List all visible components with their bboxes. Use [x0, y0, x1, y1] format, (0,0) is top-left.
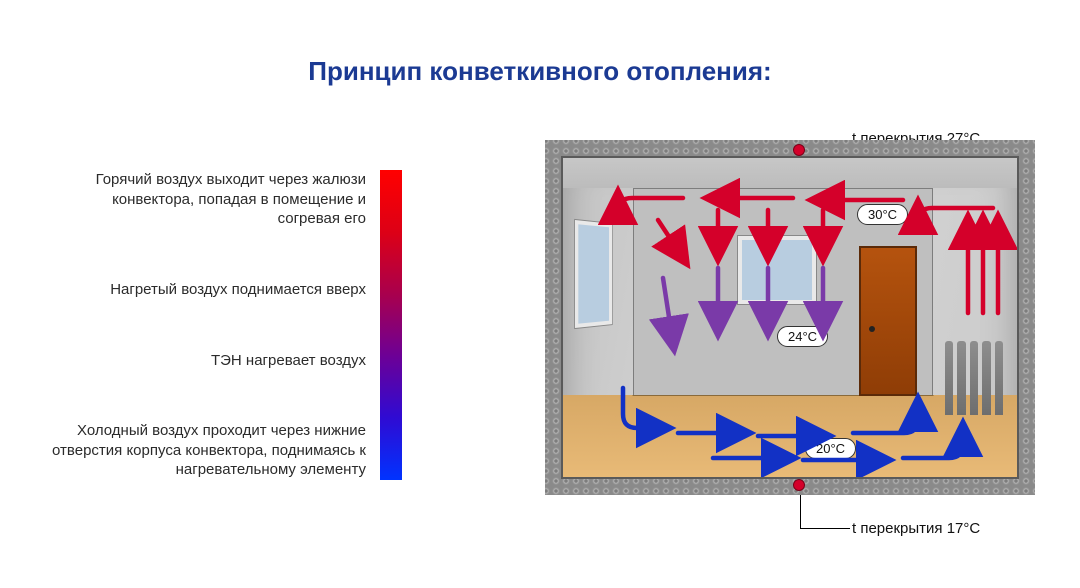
temp-badge-mid: 24°C — [777, 326, 828, 347]
callout-bottom: t перекрытия 17°C — [852, 520, 980, 537]
radiator-fin — [982, 341, 990, 415]
temp-badge-floor: 20°C — [805, 438, 856, 459]
legend-item-ten: ТЭН нагревает воздух — [50, 351, 366, 371]
sensor-dot-top — [793, 144, 805, 156]
door — [859, 246, 917, 396]
leader-line — [800, 528, 850, 529]
radiator-fin — [945, 341, 953, 415]
window-left — [575, 220, 612, 328]
ceiling — [563, 158, 1017, 188]
room-interior: 30°C 24°C 20°C — [563, 158, 1017, 477]
legend-panel: Горячий воздух выходит через жалюзи конв… — [50, 170, 450, 480]
temperature-gradient-bar — [380, 170, 402, 480]
legend-item-rising: Нагретый воздух поднимается вверх — [50, 280, 366, 300]
temp-badge-ceiling: 30°C — [857, 204, 908, 225]
legend-item-cold-intake: Холодный воздух проходит через нижние от… — [50, 421, 366, 480]
room-diagram: 30°C 24°C 20°C — [545, 140, 1035, 495]
radiator — [945, 341, 1003, 415]
radiator-fin — [970, 341, 978, 415]
legend-item-hot-exit: Горячий воздух выходит через жалюзи конв… — [50, 170, 366, 229]
radiator-fin — [957, 341, 965, 415]
door-knob-icon — [869, 326, 875, 332]
window-back — [738, 236, 816, 304]
sensor-dot-bottom — [793, 479, 805, 491]
page-title: Принцип конветкивного отопления: — [0, 56, 1080, 87]
legend-texts: Горячий воздух выходит через жалюзи конв… — [50, 170, 380, 480]
radiator-fin — [995, 341, 1003, 415]
